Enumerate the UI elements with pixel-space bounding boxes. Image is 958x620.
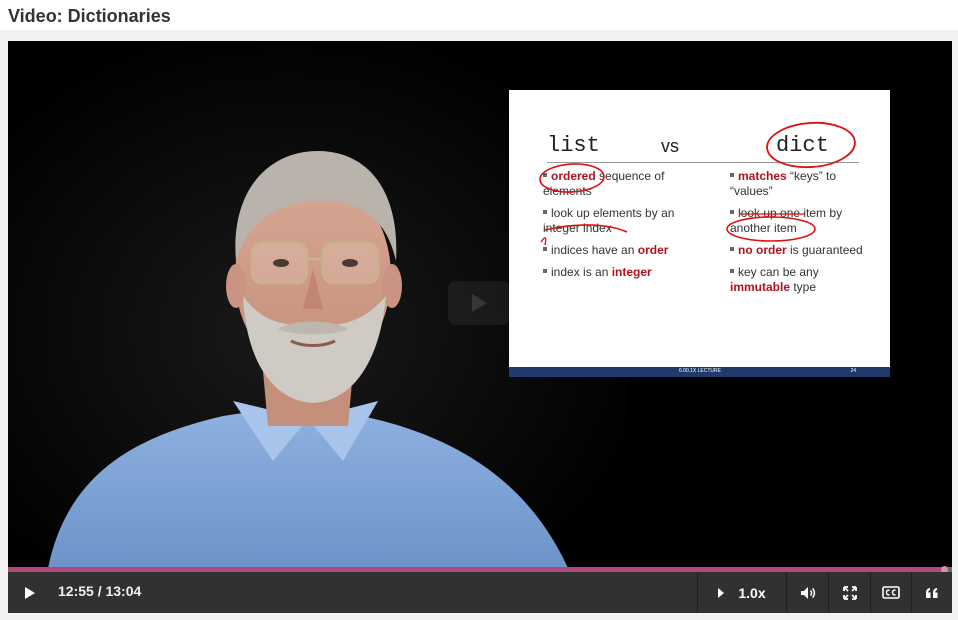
closed-captions-icon [882,586,900,599]
volume-button[interactable] [787,572,828,613]
slide-bullet-dict-4: key can be any immutable type [730,265,819,295]
slide-bullet-list-3: indices have an order [543,243,668,258]
slide-bullet-text: “values” [730,184,773,198]
slide-footer-label: 6.00.1X LECTURE [679,368,721,374]
slide-bullet-list-1: ordered sequence of elements [543,169,664,199]
time-display: 12:55 / 13:04 [58,583,142,599]
closed-captions-button[interactable] [871,572,911,613]
control-divider [828,572,829,613]
slide-heading-list: list [547,133,600,158]
slide-bullet-text: type [790,280,817,294]
play-icon [472,294,487,312]
video-control-bar: 12:55 / 13:04 1.0x [8,572,952,613]
control-divider [697,572,698,613]
fullscreen-icon [842,585,857,600]
slide-page-number: 24 [850,368,856,374]
slide-bullet-text: sequence of [595,169,665,183]
play-button[interactable] [12,572,48,613]
slide-bullet-highlight: order [637,243,669,257]
slide-bullet-text: key can be any [738,265,819,279]
slide-heading-dict: dict [776,133,829,158]
slide-heading-vs: vs [661,136,679,156]
control-divider [786,572,787,613]
play-icon [25,586,35,599]
slide-bullet-highlight: no order [738,243,787,257]
transcript-button[interactable] [912,572,952,613]
slide-bullet-text: index is an [551,265,612,279]
quote-icon [926,587,938,598]
video-progress-bar[interactable] [8,566,952,573]
slide-bullet-highlight: immutable [730,280,791,294]
lecture-slide: list vs dict ordered sequence of element… [509,90,890,377]
page-title: Video: Dictionaries [8,6,171,26]
slide-footer: 6.00.1X LECTURE 24 [509,367,890,377]
control-divider [911,572,912,613]
slide-bullet-text: “keys” to [786,169,837,183]
slide-bullet-highlight: matches [738,169,787,183]
slide-bullet-text: elements [543,184,592,198]
caret-right-icon [718,587,725,598]
volume-icon [800,586,815,599]
slide-bullet-text: look up elements by an [551,206,675,220]
slide-bullet-list-2: look up elements by an integer index [543,206,674,236]
slide-bullet-dict-1: matches “keys” to “values” [730,169,836,199]
slide-bullet-text: integer index [543,221,612,235]
slide-bullet-text: another item [730,221,797,235]
progress-scrubber-handle[interactable] [940,566,948,573]
slide-bullet-text: look up one item by [738,206,843,220]
control-divider [870,572,871,613]
playback-speed-label: 1.0x [738,584,766,601]
slide-bullet-list-4: index is an integer [543,265,652,280]
video-viewport[interactable]: list vs dict ordered sequence of element… [8,41,952,568]
slide-bullet-highlight: ordered [551,169,596,183]
slide-divider [547,162,859,163]
slide-bullet-text: is guaranteed [786,243,863,257]
playback-speed-button[interactable]: 1.0x [698,572,786,613]
slide-bullet-dict-3: no order is guaranteed [730,243,863,258]
center-play-button[interactable] [448,281,510,325]
slide-bullet-highlight: integer [611,265,652,279]
slide-bullet-dict-2: look up one item by another item [730,206,842,236]
slide-bullet-text: indices have an [551,243,638,257]
progress-played [8,567,944,572]
fullscreen-button[interactable] [829,572,870,613]
